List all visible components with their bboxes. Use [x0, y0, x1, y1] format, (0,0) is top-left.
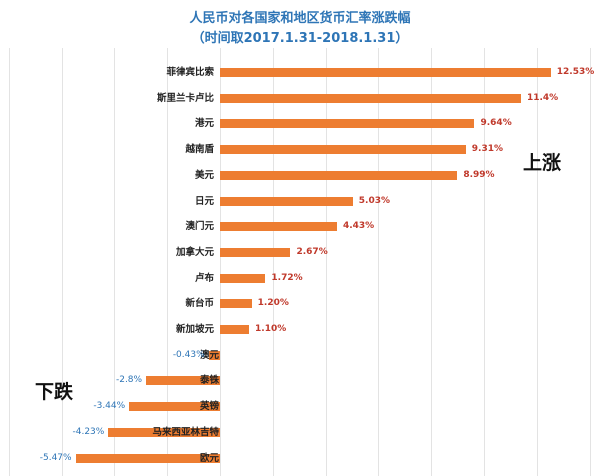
bar	[146, 376, 220, 386]
category-label: 港元	[194, 118, 214, 130]
chart-subtitle: （时间取2017.1.31-2018.1.31）	[191, 31, 409, 46]
category-label: 马来西亚林吉特	[152, 426, 219, 438]
bar-row: 泰铢 -2.8%	[0, 375, 600, 387]
value-label: 9.31%	[471, 144, 504, 155]
gridline	[167, 48, 168, 476]
bar-row: 欧元 -5.47%	[0, 452, 600, 464]
gridline	[378, 48, 379, 476]
value-label: 8.99%	[463, 169, 495, 180]
bar-row: 菲律宾比索 12.53%	[0, 67, 600, 78]
value-label: 11.4%	[526, 92, 559, 103]
chart-title: 人民币对各国家和地区货币汇率涨跌幅	[189, 11, 411, 26]
value-label: 4.43%	[342, 221, 375, 232]
bar-row: 日元 5.03%	[0, 195, 600, 207]
bar	[220, 273, 266, 283]
gridline	[326, 48, 327, 476]
bar	[108, 427, 220, 437]
bar-row: 越南盾 9.31%	[0, 144, 600, 156]
category-label: 斯里兰卡卢比	[156, 92, 214, 104]
value-label: 1.10%	[255, 324, 287, 334]
bar	[220, 325, 250, 334]
bar	[220, 170, 458, 180]
bar-row: 斯里兰卡卢比 11.4%	[0, 92, 600, 104]
bar	[129, 402, 220, 412]
bar-row: 新加坡元 1.10%	[0, 324, 600, 335]
category-label: 英镑	[199, 401, 219, 413]
value-label: -2.8%	[115, 375, 143, 386]
value-label: 5.03%	[358, 195, 391, 206]
gridline	[431, 48, 432, 476]
category-label: 澳门元	[185, 221, 214, 233]
plot-area: 菲律宾比索 12.53% 斯里兰卡卢比 11.4% 港元 9.64% 越南盾 9.31% 美元 8…	[0, 48, 600, 476]
category-label: 澳元	[199, 349, 219, 361]
bar-row: 加拿大元 2.67%	[0, 246, 600, 258]
bar-row: 马来西亚林吉特 -4.23%	[0, 426, 600, 438]
category-label: 新台币	[185, 298, 214, 310]
bar-row: 美元 8.99%	[0, 169, 600, 181]
value-label: 9.64%	[480, 118, 512, 129]
value-label: -5.47%	[39, 452, 72, 463]
bar	[220, 247, 291, 257]
value-label: 12.53%	[556, 67, 595, 77]
gridline	[114, 48, 115, 476]
bar	[220, 196, 353, 206]
bar-row: 英镑 -3.44%	[0, 401, 600, 413]
category-label: 越南盾	[185, 144, 214, 156]
gridline	[62, 48, 63, 476]
value-label: -3.44%	[93, 401, 126, 412]
bar	[220, 299, 252, 309]
value-label: -4.23%	[72, 426, 105, 437]
value-label: 2.67%	[296, 246, 328, 257]
bar-row: 澳门元 4.43%	[0, 221, 600, 233]
bar-row: 港元 9.64%	[0, 118, 600, 130]
bar-row: 澳元 -0.43%	[0, 349, 600, 361]
category-label: 欧元	[199, 452, 219, 464]
category-label: 新加坡元	[175, 324, 214, 335]
gridline	[9, 48, 10, 476]
bar	[208, 350, 220, 360]
gridline	[220, 48, 221, 476]
category-label: 美元	[194, 169, 214, 181]
value-label: 1.20%	[257, 298, 289, 309]
bar	[220, 68, 551, 77]
bar	[220, 119, 475, 129]
bar	[75, 453, 220, 463]
category-label: 泰铢	[199, 375, 219, 387]
bar	[220, 145, 466, 155]
category-label: 卢布	[194, 272, 214, 284]
category-label: 菲律宾比索	[166, 67, 214, 78]
bar	[220, 93, 521, 103]
gridline	[484, 48, 485, 476]
category-label: 日元	[194, 195, 214, 207]
gridline	[273, 48, 274, 476]
annotation-up: 上涨	[523, 152, 562, 174]
bar-row: 新台币 1.20%	[0, 298, 600, 310]
bar-row: 卢布 1.72%	[0, 272, 600, 284]
gridline	[590, 48, 591, 476]
annotation-down: 下跌	[35, 381, 74, 403]
value-label: 1.72%	[271, 272, 303, 283]
bar	[220, 222, 337, 232]
gridline	[537, 48, 538, 476]
value-label: -0.43%	[172, 349, 205, 360]
category-label: 加拿大元	[175, 246, 214, 258]
